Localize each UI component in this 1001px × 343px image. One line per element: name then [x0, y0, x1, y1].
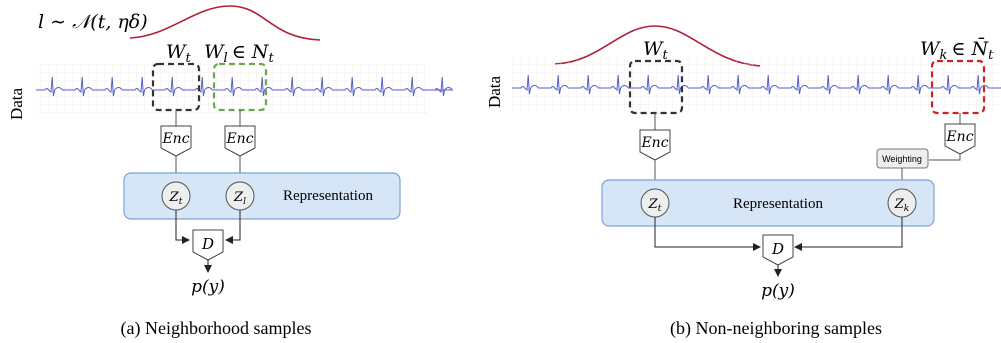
- encoder-left-a: [160, 125, 192, 157]
- window-l-label: Wl ∈ Nt: [204, 41, 274, 66]
- svg-text:D: D: [771, 240, 784, 258]
- gaussian-curve-b: [554, 25, 761, 67]
- svg-text:Enc: Enc: [161, 131, 189, 147]
- svg-text:Zt: Zt: [648, 197, 662, 214]
- svg-text:Weighting: Weighting: [882, 154, 922, 164]
- svg-text:Zt: Zt: [169, 190, 183, 207]
- caption-a: (a) Neighborhood samples: [121, 318, 312, 339]
- panel-b: Data Wt Wk ∈ N̄t Enc Enc Weighting Repres…: [485, 25, 1001, 339]
- ecg-signal-a: [36, 76, 454, 97]
- caption-b: (b) Non-neighboring samples: [670, 318, 882, 339]
- window-t-label-a: Wt: [166, 41, 192, 66]
- output-b: p(y): [761, 281, 795, 301]
- discriminator-a: [192, 229, 224, 261]
- window-t-label-b: Wt: [643, 38, 669, 63]
- svg-text:D: D: [201, 235, 214, 253]
- representation-label-b: Representation: [733, 196, 823, 212]
- discriminator-b: [762, 234, 794, 266]
- panel-a: l ∼ 𝒩(t, ηδ) Data Wt Wl ∈ Nt Enc Enc Repr…: [7, 5, 454, 339]
- svg-text:Zk: Zk: [894, 197, 910, 214]
- encoder-right-b: [944, 123, 976, 155]
- representation-label-a: Representation: [283, 188, 373, 204]
- ecg-signal-b: [512, 74, 1001, 95]
- window-t-box-b: [628, 59, 684, 115]
- output-a: p(y): [191, 277, 225, 297]
- signal-grid-a: [36, 62, 428, 114]
- representation-box-a: [123, 172, 401, 220]
- svg-text:Enc: Enc: [945, 129, 973, 145]
- data-axis-label-b: Data: [485, 76, 504, 109]
- window-k-label: Wk ∈ N̄t: [920, 37, 994, 63]
- encoder-right-a: [224, 125, 256, 157]
- svg-text:Enc: Enc: [640, 135, 668, 151]
- svg-text:Enc: Enc: [225, 131, 253, 147]
- encoder-left-b: [639, 129, 671, 161]
- representation-box-b: [601, 179, 935, 227]
- data-axis-label-a: Data: [7, 88, 26, 121]
- window-k-box: [930, 59, 986, 115]
- gaussian-curve-a: [129, 5, 321, 41]
- sampling-label: l ∼ 𝒩(t, ηδ): [38, 11, 148, 33]
- svg-text:Zl: Zl: [233, 190, 246, 207]
